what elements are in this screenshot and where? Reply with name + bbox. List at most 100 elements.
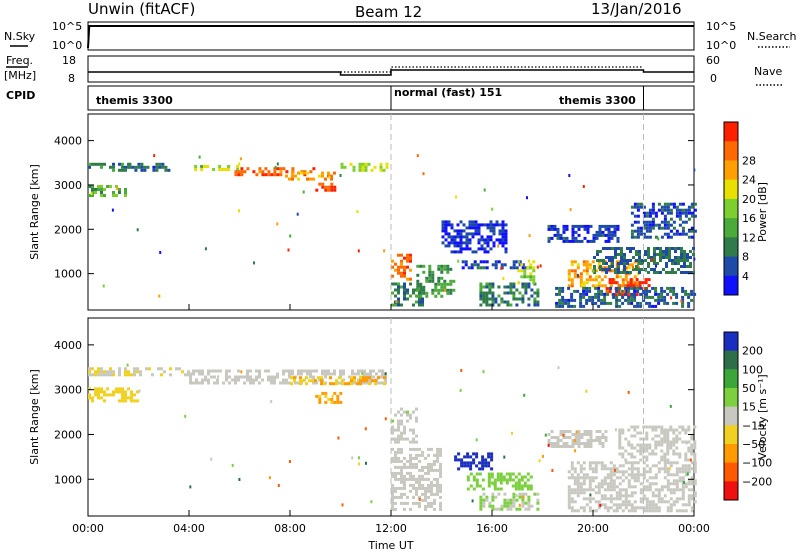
data-cell xyxy=(579,506,583,510)
data-cell xyxy=(620,256,623,259)
data-cell xyxy=(681,301,685,305)
data-cell xyxy=(644,278,648,282)
data-cell xyxy=(672,488,676,492)
data-cell xyxy=(629,271,632,274)
data-cell xyxy=(109,370,112,374)
data-cell xyxy=(615,476,619,480)
data-cell xyxy=(400,431,403,435)
data-cell xyxy=(669,497,673,501)
data-cell xyxy=(394,282,397,286)
data-cell xyxy=(340,162,344,166)
data-cell xyxy=(692,271,695,274)
data-cell xyxy=(629,250,632,253)
data-cell xyxy=(558,298,562,302)
data-cell xyxy=(557,366,560,370)
data-cell xyxy=(687,467,691,471)
data-cell xyxy=(681,425,685,429)
data-cell xyxy=(600,464,604,468)
data-cell xyxy=(594,275,598,279)
data-cell xyxy=(669,208,673,212)
data-cell xyxy=(512,260,516,264)
data-cell xyxy=(576,476,580,480)
data-cell xyxy=(112,393,115,397)
data-cell xyxy=(624,503,628,507)
data-cell xyxy=(585,503,589,507)
data-cell xyxy=(433,507,436,511)
data-cell xyxy=(598,233,602,237)
data-cell xyxy=(603,497,607,501)
data-cell xyxy=(591,298,595,302)
freq-tick-bottom: 8 xyxy=(68,72,75,85)
data-cell xyxy=(471,232,475,236)
data-cell xyxy=(437,282,441,286)
data-cell xyxy=(675,467,679,471)
data-cell xyxy=(419,264,423,268)
data-cell xyxy=(219,369,222,373)
data-cell xyxy=(681,229,685,233)
data-cell xyxy=(103,194,106,197)
data-cell xyxy=(133,373,136,377)
data-cell xyxy=(253,261,255,265)
data-cell xyxy=(296,212,299,216)
data-cell xyxy=(391,431,394,435)
data-cell xyxy=(626,284,630,288)
data-cell xyxy=(522,495,525,499)
data-cell xyxy=(600,467,604,471)
data-cell xyxy=(218,165,222,168)
data-cell xyxy=(585,269,589,273)
colorbar-tick-label: 20 xyxy=(742,193,756,206)
data-cell xyxy=(684,220,688,224)
data-cell xyxy=(638,262,641,265)
data-cell xyxy=(550,227,554,231)
data-cell xyxy=(394,303,397,307)
data-cell xyxy=(470,266,474,270)
data-cell xyxy=(681,470,685,474)
data-cell xyxy=(536,291,540,295)
data-cell xyxy=(394,501,397,505)
data-cell xyxy=(127,373,130,377)
data-cell xyxy=(659,256,662,259)
data-cell xyxy=(591,301,595,305)
data-cell xyxy=(216,378,219,382)
data-cell xyxy=(630,476,634,480)
colorbar-segment xyxy=(724,444,738,464)
data-cell xyxy=(403,431,406,435)
data-cell xyxy=(556,233,560,237)
data-cell xyxy=(121,387,124,391)
data-cell xyxy=(678,476,682,480)
data-cell xyxy=(597,284,601,288)
data-cell xyxy=(415,486,418,490)
data-cell xyxy=(403,428,406,432)
data-cell xyxy=(400,477,403,481)
data-cell xyxy=(693,500,697,504)
data-cell xyxy=(353,379,356,383)
data-cell xyxy=(615,509,619,513)
data-cell xyxy=(391,459,394,463)
data-cell xyxy=(529,275,533,279)
data-cell xyxy=(415,434,418,438)
data-cell xyxy=(333,369,336,373)
data-cell xyxy=(412,428,415,432)
data-cell xyxy=(600,278,604,282)
data-cell xyxy=(681,467,685,471)
data-cell xyxy=(490,475,494,479)
data-cell xyxy=(483,250,487,254)
data-cell xyxy=(687,428,691,432)
data-cell xyxy=(633,446,637,450)
data-cell xyxy=(663,434,667,438)
data-cell xyxy=(511,472,515,476)
data-cell xyxy=(466,452,470,456)
data-cell xyxy=(644,259,647,262)
data-cell xyxy=(675,488,679,492)
data-cell xyxy=(601,445,605,448)
data-cell xyxy=(648,488,652,492)
data-cell xyxy=(403,285,406,289)
data-cell xyxy=(615,485,619,489)
data-cell xyxy=(391,483,394,487)
data-cell xyxy=(642,425,646,429)
data-cell xyxy=(439,450,442,454)
data-cell xyxy=(678,437,682,441)
data-cell xyxy=(97,393,100,397)
data-cell xyxy=(287,248,290,252)
data-cell xyxy=(693,494,697,498)
